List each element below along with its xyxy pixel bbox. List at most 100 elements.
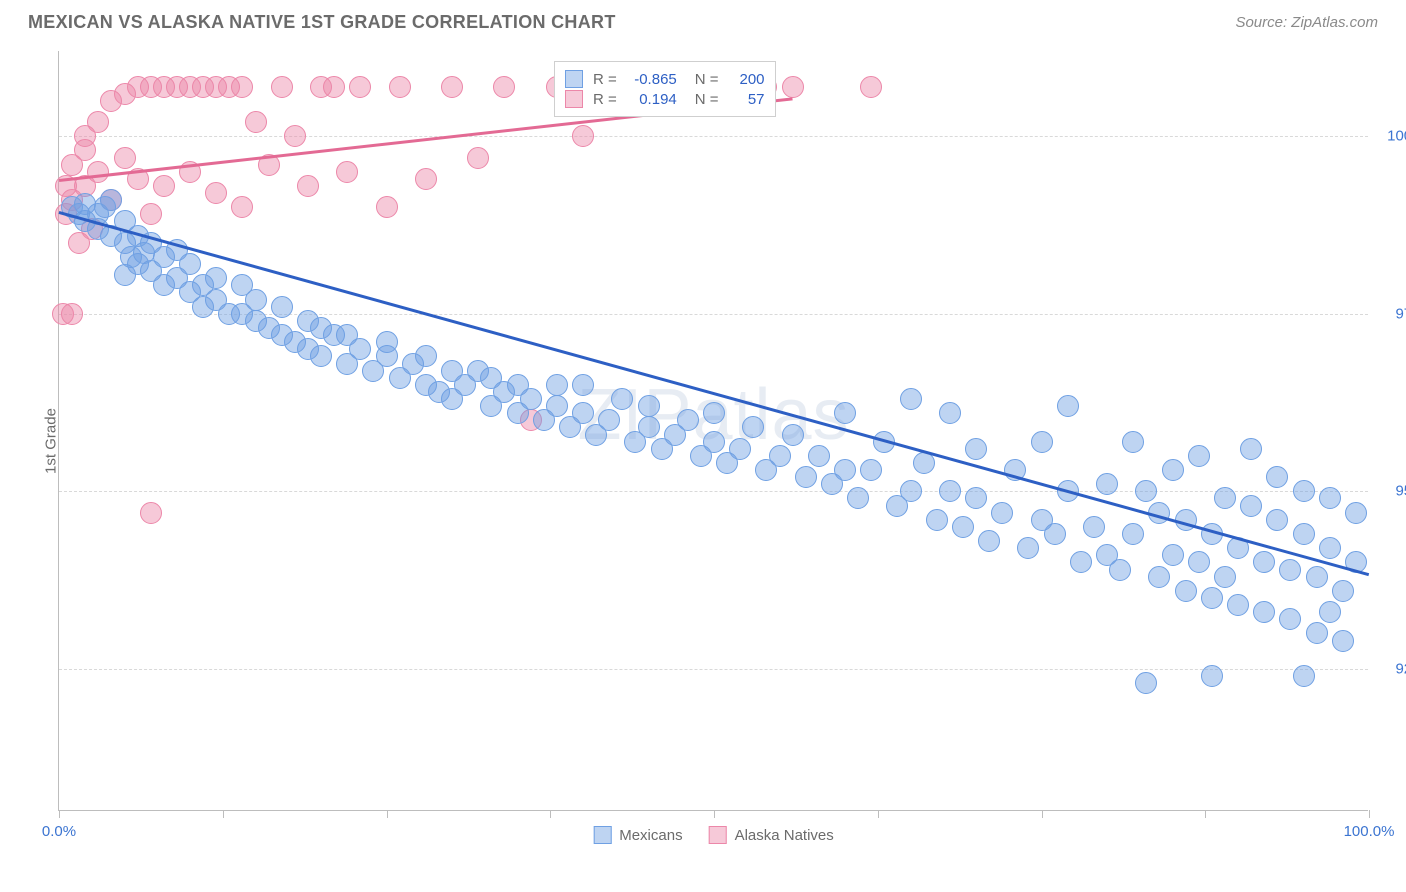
point-mexicans [1227, 594, 1249, 616]
point-mexicans [1135, 672, 1157, 694]
point-alaska [87, 161, 109, 183]
point-alaska [441, 76, 463, 98]
point-mexicans [638, 395, 660, 417]
y-tick-label: 97.5% [1395, 305, 1406, 322]
point-alaska [376, 196, 398, 218]
point-mexicans [114, 264, 136, 286]
point-mexicans [520, 388, 542, 410]
chart-area: 1st Grade ZIPatlas Mexicans Alaska Nativ… [0, 41, 1406, 841]
point-mexicans [834, 402, 856, 424]
point-mexicans [1266, 466, 1288, 488]
point-mexicans [1214, 487, 1236, 509]
legend-swatch [565, 70, 583, 88]
point-alaska [860, 76, 882, 98]
point-mexicans [100, 189, 122, 211]
chart-header: MEXICAN VS ALASKA NATIVE 1ST GRADE CORRE… [0, 0, 1406, 41]
legend-item-alaska: Alaska Natives [709, 826, 834, 844]
point-alaska [493, 76, 515, 98]
legend-swatch [565, 90, 583, 108]
point-alaska [284, 125, 306, 147]
point-mexicans [546, 374, 568, 396]
point-mexicans [1279, 608, 1301, 630]
legend-R-label: R = [593, 91, 617, 108]
gridline-h [59, 669, 1368, 670]
point-mexicans [1135, 480, 1157, 502]
point-alaska [336, 161, 358, 183]
point-alaska [415, 168, 437, 190]
legend-R-value: -0.865 [627, 71, 677, 88]
legend-label-alaska: Alaska Natives [735, 827, 834, 844]
legend-R-label: R = [593, 71, 617, 88]
plot-region: ZIPatlas Mexicans Alaska Natives 92.5%95… [58, 51, 1368, 811]
point-mexicans [638, 416, 660, 438]
point-mexicans [769, 445, 791, 467]
point-mexicans [913, 452, 935, 474]
point-mexicans [572, 374, 594, 396]
point-mexicans [546, 395, 568, 417]
point-mexicans [1188, 445, 1210, 467]
point-mexicans [1319, 537, 1341, 559]
swatch-alaska [709, 826, 727, 844]
point-alaska [231, 196, 253, 218]
point-mexicans [1070, 551, 1092, 573]
point-mexicans [677, 409, 699, 431]
legend-N-value: 200 [729, 71, 765, 88]
point-mexicans [376, 331, 398, 353]
gridline-h [59, 491, 1368, 492]
point-alaska [572, 125, 594, 147]
point-mexicans [939, 480, 961, 502]
point-mexicans [1162, 544, 1184, 566]
point-mexicans [808, 445, 830, 467]
point-alaska [140, 502, 162, 524]
point-alaska [271, 76, 293, 98]
point-mexicans [795, 466, 817, 488]
point-mexicans [611, 388, 633, 410]
y-axis-label: 1st Grade [42, 408, 59, 474]
point-mexicans [1306, 566, 1328, 588]
point-mexicans [1017, 537, 1039, 559]
point-mexicans [179, 253, 201, 275]
point-mexicans [1044, 523, 1066, 545]
point-alaska [140, 203, 162, 225]
point-alaska [52, 303, 74, 325]
point-mexicans [205, 267, 227, 289]
point-alaska [349, 76, 371, 98]
point-alaska [153, 175, 175, 197]
point-mexicans [1319, 487, 1341, 509]
point-mexicans [1345, 502, 1367, 524]
point-alaska [467, 147, 489, 169]
point-mexicans [133, 242, 155, 264]
point-mexicans [1332, 580, 1354, 602]
point-alaska [782, 76, 804, 98]
swatch-mexicans [593, 826, 611, 844]
point-mexicans [782, 424, 804, 446]
point-mexicans [349, 338, 371, 360]
point-mexicans [271, 296, 293, 318]
point-mexicans [965, 438, 987, 460]
x-tick [1042, 810, 1043, 818]
legend-N-value: 57 [729, 91, 765, 108]
regression-line-mexicans [59, 211, 1370, 576]
point-alaska [231, 76, 253, 98]
point-mexicans [742, 416, 764, 438]
point-mexicans [965, 487, 987, 509]
point-alaska [114, 147, 136, 169]
legend-label-mexicans: Mexicans [619, 827, 682, 844]
point-mexicans [900, 480, 922, 502]
point-alaska [323, 76, 345, 98]
point-mexicans [1201, 665, 1223, 687]
x-tick [1369, 810, 1370, 818]
point-mexicans [952, 516, 974, 538]
point-alaska [297, 175, 319, 197]
point-mexicans [1188, 551, 1210, 573]
point-mexicans [1293, 523, 1315, 545]
point-mexicans [1279, 559, 1301, 581]
point-mexicans [1332, 630, 1354, 652]
point-mexicans [1122, 523, 1144, 545]
x-tick [387, 810, 388, 818]
point-mexicans [1253, 601, 1275, 623]
legend-item-mexicans: Mexicans [593, 826, 682, 844]
source-credit: Source: ZipAtlas.com [1235, 14, 1378, 31]
point-mexicans [834, 459, 856, 481]
point-mexicans [1096, 473, 1118, 495]
